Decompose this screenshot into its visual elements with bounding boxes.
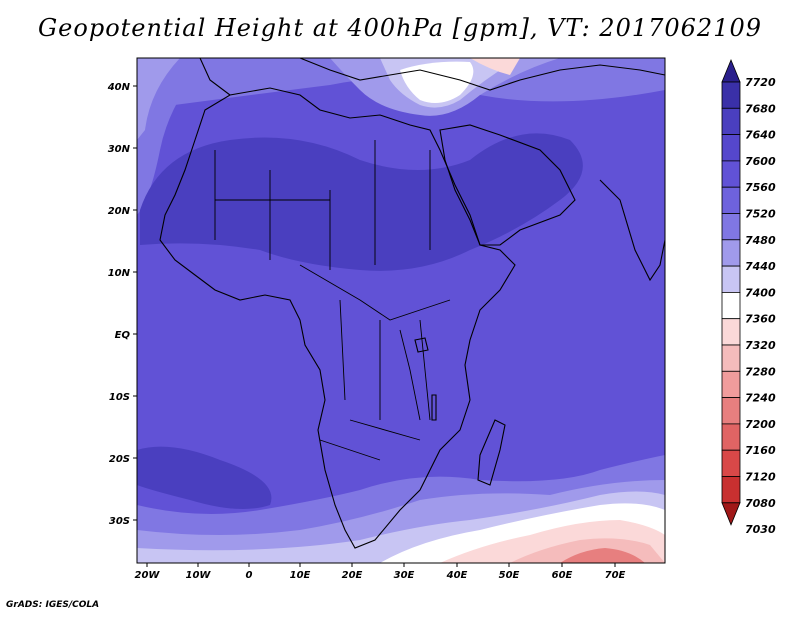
colorbar-label: 7440 xyxy=(745,260,776,273)
colorbar-label: 7600 xyxy=(745,155,776,168)
lat-label: EQ xyxy=(115,330,131,341)
colorbar: 7720 7680 7640 7600 7560 7520 7480 7440 7400 7360… xyxy=(721,58,776,536)
india-coastline xyxy=(599,179,666,282)
lat-axis: 40N 30N 20N 10N EQ 10S 20S 30S xyxy=(107,82,137,527)
colorbar-label: 7680 xyxy=(745,102,776,115)
country-borders xyxy=(214,140,451,461)
colorbar-label: 7160 xyxy=(745,444,776,457)
colorbar-label: 7320 xyxy=(745,339,776,352)
colorbar-label: 7520 xyxy=(745,208,776,221)
lon-label: 50E xyxy=(499,570,520,581)
lat-label: 20S xyxy=(109,454,130,465)
colorbar-bottom-arrow xyxy=(721,502,741,526)
lat-label: 30N xyxy=(108,144,131,155)
colorbar-swatch xyxy=(721,344,741,372)
colorbar-label: 7280 xyxy=(745,365,776,378)
europe-coastline xyxy=(199,57,666,96)
colorbar-swatch xyxy=(721,134,741,162)
lon-label: 0 xyxy=(246,570,253,581)
madagascar-coastline xyxy=(477,419,506,486)
lat-label: 40N xyxy=(107,82,131,93)
lake-malawi xyxy=(431,394,437,421)
lon-label: 10W xyxy=(186,570,212,581)
colorbar-swatch xyxy=(721,81,741,109)
colorbar-swatch xyxy=(721,239,741,267)
colorbar-swatch xyxy=(721,423,741,451)
colorbar-swatch xyxy=(721,213,741,241)
lon-label: 20E xyxy=(342,570,363,581)
south-red-patch xyxy=(560,548,645,563)
colorbar-label: 7560 xyxy=(745,181,776,194)
west-pale-band xyxy=(137,58,180,140)
lat-label: 10S xyxy=(109,392,130,403)
turkey-pink-patch xyxy=(470,58,520,75)
colorbar-label: 7030 xyxy=(745,523,776,536)
colorbar-label: 7640 xyxy=(745,129,776,142)
colorbar-label: 7360 xyxy=(745,313,776,326)
lake-victoria xyxy=(414,337,429,353)
colorbar-label: 7720 xyxy=(745,76,776,89)
coastlines xyxy=(159,57,666,549)
lon-label: 10E xyxy=(290,570,311,581)
colorbar-label: 7200 xyxy=(745,418,776,431)
colorbar-swatch xyxy=(721,476,741,504)
atlantic-high xyxy=(137,446,272,509)
colorbar-swatch xyxy=(721,370,741,398)
credit-text: GrADS: IGES/COLA xyxy=(6,600,100,610)
colorbar-label: 7400 xyxy=(745,286,776,299)
africa-coastline xyxy=(159,87,516,549)
lat-label: 30S xyxy=(109,516,130,527)
colorbar-swatch xyxy=(721,397,741,425)
north-light-band xyxy=(137,58,665,110)
chart-title: Geopotential Height at 400hPa [gpm], VT:… xyxy=(38,14,762,42)
colorbar-swatch xyxy=(721,318,741,346)
colorbar-swatch xyxy=(721,449,741,477)
colorbar-swatch xyxy=(721,107,741,136)
colorbar-top-arrow xyxy=(721,58,741,83)
colorbar-swatch xyxy=(721,186,741,214)
sahara-high xyxy=(140,133,583,271)
lon-label: 70E xyxy=(605,570,626,581)
colorbar-label: 7080 xyxy=(745,497,776,510)
med-white-patch xyxy=(400,61,474,104)
colorbar-swatch xyxy=(721,265,741,293)
map-area xyxy=(137,58,665,563)
lon-label: 60E xyxy=(552,570,573,581)
lon-label: 20W xyxy=(135,570,161,581)
colorbar-label: 7480 xyxy=(745,234,776,247)
lon-label: 40E xyxy=(446,570,468,581)
colorbar-label: 7120 xyxy=(745,471,776,484)
lon-label: 30E xyxy=(394,570,415,581)
arabia-coastline xyxy=(439,124,576,246)
colorbar-swatch xyxy=(721,291,741,320)
map-frame xyxy=(136,57,666,564)
lon-axis: 20W 10W 0 10E 20E 30E 40E 50E 60E 70E xyxy=(135,563,626,581)
colorbar-label: 7240 xyxy=(745,392,776,405)
lat-label: 10N xyxy=(108,268,131,279)
west-light-band xyxy=(137,58,210,215)
lat-label: 20N xyxy=(108,206,131,217)
colorbar-swatch xyxy=(721,160,741,188)
